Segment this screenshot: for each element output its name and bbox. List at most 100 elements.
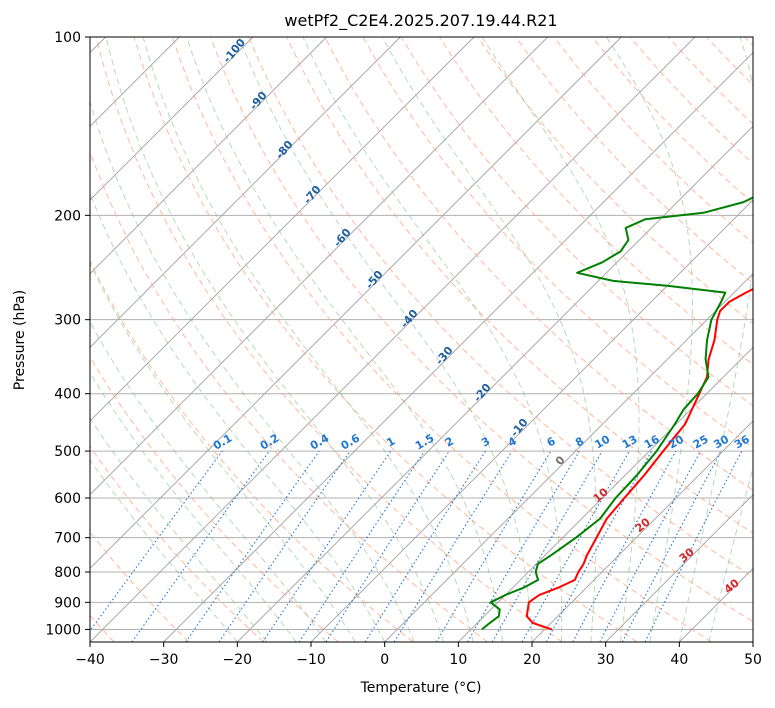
y-tick-label: 1000 xyxy=(45,622,81,638)
isotherm-line xyxy=(384,273,753,642)
dry-adiabat-line xyxy=(90,150,488,642)
dry-adiabat-label: 40 xyxy=(722,576,742,596)
moist-adiabat-line xyxy=(186,37,503,642)
moist-adiabat-line xyxy=(142,37,474,642)
moist-adiabat-line xyxy=(90,192,386,642)
y-tick-label: 300 xyxy=(54,313,81,329)
moist-adiabat-line xyxy=(90,459,238,642)
dry-adiabat-line xyxy=(90,259,414,642)
moist-adiabat-label: 0 xyxy=(553,453,568,467)
isotherm-line xyxy=(163,52,753,642)
moist-adiabat-line xyxy=(90,417,268,642)
dry-adiabat-line xyxy=(90,356,339,642)
y-axis-title: Pressure (hPa) xyxy=(12,290,28,390)
isotherm-line xyxy=(90,37,475,422)
moist-adiabat-label: -90 xyxy=(247,89,270,113)
mixing-ratio-label: 30 xyxy=(711,432,731,451)
moist-adiabat-line xyxy=(105,37,445,642)
mixing-ratio-line xyxy=(131,450,270,642)
moist-adiabat-line xyxy=(678,37,753,642)
dry-adiabat-line xyxy=(248,37,753,578)
dry-adiabat-line xyxy=(90,531,190,642)
isotherm-line xyxy=(679,567,753,642)
x-tick-label: −10 xyxy=(296,652,326,668)
dry-adiabat-line xyxy=(324,37,753,491)
temperature-line xyxy=(525,288,753,631)
moist-adiabat-line xyxy=(238,37,533,642)
mixing-ratio-line xyxy=(185,450,320,642)
mixing-ratio-label: 36 xyxy=(732,432,752,451)
isotherm-line xyxy=(605,494,753,642)
x-tick-label: −30 xyxy=(149,652,179,668)
moist-adiabat-line xyxy=(302,37,563,642)
x-tick-label: 40 xyxy=(670,652,688,668)
moist-adiabat-label: -70 xyxy=(301,183,324,207)
y-tick-label: 100 xyxy=(54,30,81,46)
mixing-ratio-line xyxy=(599,450,701,642)
mixing-ratio-label: 10 xyxy=(593,432,613,451)
chart-title: wetPf2_C2E4.2025.207.19.44.R21 xyxy=(284,11,557,31)
x-axis: −40 −30 −20 −10 0 10 20 30 40 50 xyxy=(75,642,762,668)
y-tick-label: 200 xyxy=(54,208,81,224)
mixing-ratio-label: 0.4 xyxy=(308,431,332,452)
x-tick-label: 50 xyxy=(744,652,762,668)
mixing-ratio-line xyxy=(393,450,513,642)
isotherm-line xyxy=(90,37,548,496)
plot-frame xyxy=(89,36,754,643)
y-tick-label: 600 xyxy=(54,491,81,507)
x-tick-label: 30 xyxy=(597,652,615,668)
moist-adiabat-label: -60 xyxy=(331,226,354,250)
y-tick-label: 700 xyxy=(54,531,81,547)
moist-adiabat-line xyxy=(90,262,356,642)
isotherm-line xyxy=(752,641,753,642)
isotherm-line xyxy=(458,346,753,642)
dry-adiabat-line xyxy=(553,37,753,244)
mixing-ratio-line xyxy=(218,450,351,642)
isotherm-line xyxy=(90,37,327,275)
y-axis: 100 200 300 400 500 600 700 800 900 1000 xyxy=(45,30,90,638)
mixing-ratio-label: 3 xyxy=(479,435,492,450)
profile-lines xyxy=(481,196,753,631)
moist-adiabat-label: -50 xyxy=(363,268,386,292)
mixing-ratio-label: 6 xyxy=(545,434,558,449)
dry-adiabat-line xyxy=(744,37,753,47)
mixing-ratio-label: 13 xyxy=(620,433,640,452)
dry-adiabat-line xyxy=(706,37,753,86)
mixing-ratio-line xyxy=(644,450,743,642)
moist-adiabat-label: -80 xyxy=(273,138,296,162)
isotherm-line xyxy=(90,37,696,642)
isotherm-line xyxy=(90,37,622,569)
dry-adiabat-line xyxy=(286,37,753,534)
dry-adiabat-line xyxy=(171,37,712,642)
x-tick-label: 0 xyxy=(380,652,389,668)
y-tick-label: 500 xyxy=(54,444,81,460)
dewpoint-line xyxy=(481,196,753,631)
x-tick-label: −20 xyxy=(223,652,253,668)
mixing-ratio-line xyxy=(572,450,677,642)
x-tick-label: 20 xyxy=(523,652,541,668)
reference-line-labels: 0.1 0.2 0.4 0.6 1 1.5 2 3 4 6 8 10 13 16 20 25 30 36-100-… xyxy=(211,36,752,596)
mixing-ratio-line xyxy=(90,450,223,632)
moist-adiabat-line xyxy=(90,371,297,642)
isotherm-line xyxy=(310,199,753,642)
dry-adiabat-line xyxy=(95,37,563,642)
dry-adiabat-label: 20 xyxy=(633,515,653,535)
mixing-ratio-label: 0.6 xyxy=(339,431,363,452)
isotherm-line xyxy=(531,420,753,642)
mixing-ratio-line xyxy=(298,450,425,642)
dry-adiabat-line xyxy=(210,37,753,623)
mixing-ratio-label: 0.1 xyxy=(211,432,234,453)
mixing-ratio-line xyxy=(262,450,392,642)
moist-adiabat-label: -20 xyxy=(471,381,494,405)
moist-adiabat-label: -30 xyxy=(433,344,456,368)
mixing-ratio-line xyxy=(364,450,486,642)
dry-adiabat-label: 30 xyxy=(677,545,697,565)
dry-adiabat-line xyxy=(90,445,264,642)
background-lines xyxy=(90,37,753,642)
moist-adiabat-label: -100 xyxy=(220,36,248,66)
isotherm-line xyxy=(90,37,254,201)
mixing-ratio-label: 0.2 xyxy=(258,432,281,453)
mixing-ratio-label: 20 xyxy=(666,432,686,451)
y-tick-label: 800 xyxy=(54,565,81,581)
